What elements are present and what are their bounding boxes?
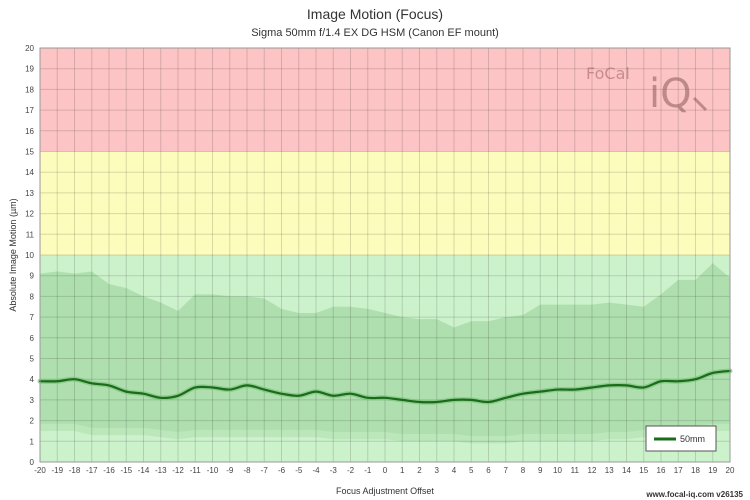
legend: 50mm — [645, 425, 717, 452]
x-tick-label: 2 — [417, 466, 422, 475]
x-tick-label: -20 — [34, 466, 46, 475]
y-tick-label: 3 — [30, 396, 35, 405]
y-tick-label: 12 — [25, 210, 34, 219]
x-tick-label: -10 — [207, 466, 219, 475]
x-tick-label: -14 — [138, 466, 150, 475]
x-tick-label: 1 — [400, 466, 405, 475]
y-tick-label: 7 — [30, 313, 35, 322]
y-axis-label: Absolute Image Motion (µm) — [8, 198, 18, 311]
x-tick-label: -18 — [69, 466, 81, 475]
x-tick-label: 8 — [521, 466, 526, 475]
x-tick-label: 15 — [639, 466, 648, 475]
x-tick-label: -9 — [226, 466, 234, 475]
x-tick-label: 14 — [622, 466, 631, 475]
y-tick-label: 6 — [30, 334, 35, 343]
x-tick-label: 16 — [657, 466, 666, 475]
x-tick-label: 12 — [588, 466, 597, 475]
x-tick-label: -13 — [155, 466, 167, 475]
x-tick-label: -1 — [364, 466, 372, 475]
y-tick-label: 4 — [30, 375, 35, 384]
x-tick-label: 19 — [708, 466, 717, 475]
y-tick-label: 5 — [30, 355, 35, 364]
variation-band — [40, 263, 730, 444]
y-tick-label: 18 — [25, 85, 34, 94]
y-tick-label: 13 — [25, 189, 34, 198]
y-tick-label: 1 — [30, 437, 35, 446]
chart-subtitle: Sigma 50mm f/1.4 EX DG HSM (Canon EF mou… — [251, 27, 499, 39]
x-tick-label: 18 — [691, 466, 700, 475]
x-tick-label: 7 — [504, 466, 509, 475]
band-inner — [40, 263, 730, 437]
x-tick-label: -4 — [312, 466, 320, 475]
x-tick-label: 13 — [605, 466, 614, 475]
magnifier-handle-icon — [692, 96, 708, 112]
x-tick-label: 17 — [674, 466, 683, 475]
x-tick-label: -12 — [172, 466, 184, 475]
zone-2 — [40, 48, 730, 152]
focal-iq-logo: FoCal iQ — [586, 64, 708, 117]
logo-text-focal: FoCal — [586, 64, 630, 83]
x-tick-label: -2 — [347, 466, 355, 475]
x-tick-label: 6 — [486, 466, 491, 475]
y-tick-label: 20 — [25, 44, 34, 53]
y-tick-label: 11 — [26, 230, 35, 239]
x-tick-label: -16 — [103, 466, 115, 475]
x-tick-label: 0 — [383, 466, 388, 475]
y-tick-label: 10 — [25, 251, 34, 260]
y-tick-label: 2 — [30, 417, 35, 426]
footer-credit: www.focal-iq.com v26135 — [645, 490, 743, 499]
x-tick-label: -19 — [51, 466, 63, 475]
x-tick-label: -7 — [261, 466, 269, 475]
x-tick-label: -15 — [120, 466, 132, 475]
x-tick-label: -17 — [86, 466, 98, 475]
x-tick-label: 3 — [435, 466, 440, 475]
zone-1 — [40, 151, 730, 255]
x-tick-label: 11 — [571, 466, 580, 475]
x-tick-label: 9 — [538, 466, 543, 475]
y-tick-label: 0 — [30, 458, 35, 467]
chart-title: Image Motion (Focus) — [307, 6, 443, 22]
x-tick-label: -11 — [190, 466, 202, 475]
x-tick-label: 5 — [469, 466, 474, 475]
x-tick-label: 10 — [553, 466, 562, 475]
x-tick-label: 20 — [726, 466, 735, 475]
x-tick-label: -8 — [243, 466, 251, 475]
y-tick-label: 8 — [30, 292, 35, 301]
legend-label-50mm: 50mm — [680, 434, 705, 444]
x-tick-label: -6 — [278, 466, 286, 475]
y-tick-label: 15 — [25, 148, 34, 157]
y-tick-label: 14 — [25, 168, 34, 177]
y-tick-label: 17 — [25, 106, 34, 115]
x-tick-label: -3 — [330, 466, 338, 475]
y-tick-label: 16 — [25, 127, 34, 136]
x-tick-label: -5 — [295, 466, 303, 475]
logo-text-iq: iQ — [649, 71, 692, 117]
x-axis-label: Focus Adjustment Offset — [336, 486, 434, 496]
plot-frame — [39, 47, 731, 463]
y-tick-label: 9 — [30, 272, 35, 281]
x-tick-label: 4 — [452, 466, 457, 475]
x-tick-labels: -20 -19 -18 -17 -16 -15 -14 -13 -12 -11 -10 -9 -8 -7-… — [34, 466, 735, 475]
y-tick-label: 19 — [25, 65, 34, 74]
